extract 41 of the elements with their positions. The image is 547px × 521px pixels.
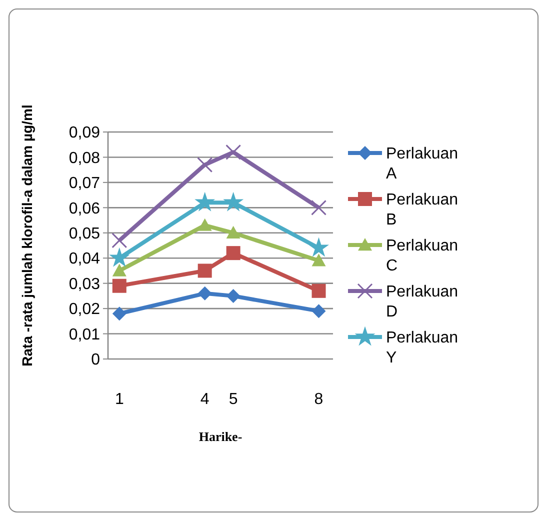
x-tick-label: 8 [314, 391, 324, 408]
x-tick-label: 4 [200, 391, 210, 408]
point [112, 232, 128, 248]
y-axis-title: Rata -rata jumlah klorofil-a dalam µg/ml [19, 104, 35, 366]
point [226, 144, 242, 160]
y-tick-label: 0,06 [68, 200, 100, 218]
y-tick-label: 0,03 [68, 276, 100, 293]
x-tick-label: 1 [114, 391, 124, 408]
x-tick-label: 5 [228, 391, 238, 408]
point [226, 288, 240, 303]
y-tick-label: 0,01 [68, 326, 100, 344]
point [226, 226, 240, 238]
y-tick-label: 0,08 [68, 150, 100, 167]
y-tick-label: 0,07 [68, 175, 100, 192]
point [112, 278, 126, 293]
point [311, 200, 327, 216]
point [112, 264, 126, 276]
y-tick-label: 0 [91, 352, 100, 369]
point [197, 157, 213, 173]
point [198, 264, 212, 278]
point [109, 247, 130, 267]
legend-label: Perlakuan Y [386, 330, 458, 367]
y-tick-label: 0,02 [68, 301, 100, 318]
legend-label: Perlakuan C [386, 238, 458, 275]
y-tick-label: 0,04 [68, 250, 100, 268]
point [308, 237, 329, 257]
legend-label: Perlakuan D [386, 284, 458, 321]
point [223, 192, 244, 212]
y-tick-label: 0,09 [68, 124, 100, 142]
x-axis-title: Harike- [198, 429, 242, 444]
point [112, 306, 126, 321]
point [194, 192, 216, 212]
point [198, 218, 212, 231]
point [226, 246, 240, 260]
point [312, 284, 326, 298]
legend-label: Perlakuan B [386, 192, 458, 229]
point [312, 304, 326, 318]
point [198, 286, 212, 300]
legend-label: Perlakuan A [386, 146, 458, 183]
y-tick-label: 0,05 [68, 225, 100, 242]
point [312, 254, 326, 266]
